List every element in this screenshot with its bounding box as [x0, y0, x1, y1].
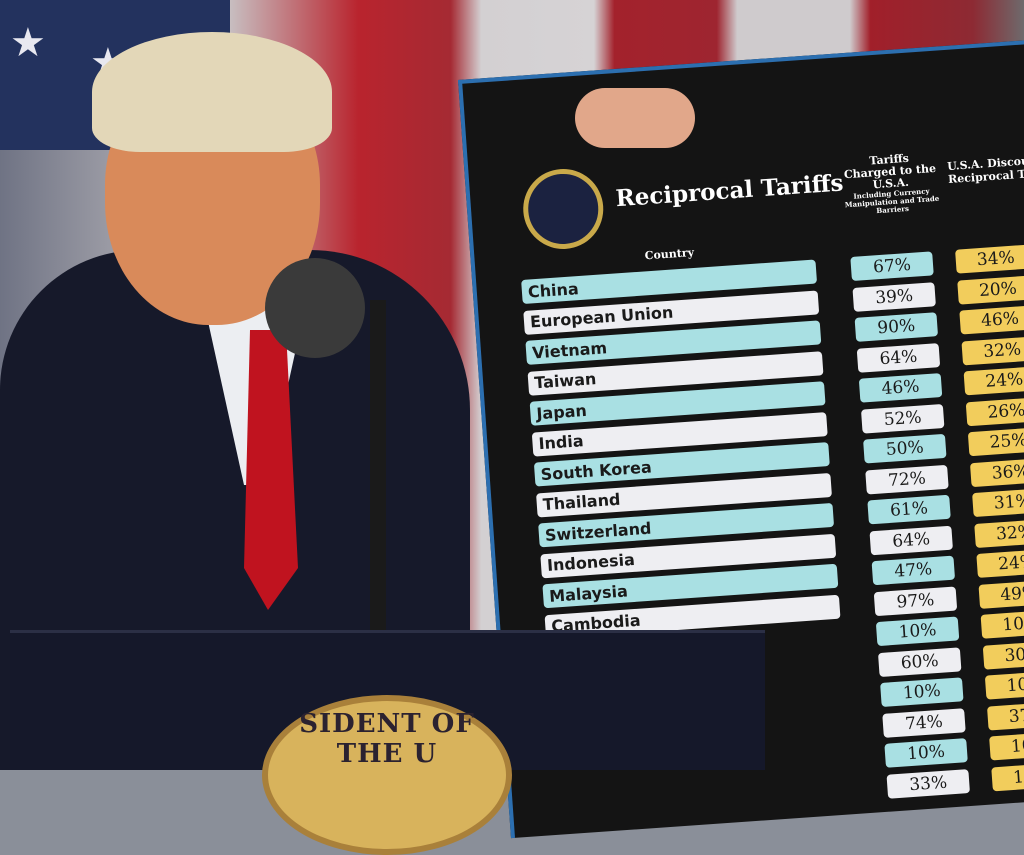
discounted-tariff-value: 17%: [991, 761, 1024, 791]
charged-tariff-value: 67%: [850, 251, 934, 282]
charged-tariff-value: 52%: [860, 403, 945, 434]
board-title: Reciprocal Tariffs: [614, 169, 845, 213]
discounted-tariff-value: 46%: [959, 305, 1024, 335]
charged-tariff-value: 61%: [867, 494, 951, 525]
charged-tariff-value: 90%: [854, 312, 939, 342]
microphone-stand: [370, 300, 386, 640]
charged-tariff-value: 50%: [863, 433, 947, 464]
discounted-tariff-value: 37%: [986, 700, 1024, 731]
charged-header: Tariffs Charged to the U.S.A. Including …: [841, 151, 940, 217]
charged-header-text: Tariffs Charged to the U.S.A.: [843, 151, 937, 192]
charged-tariff-value: 60%: [877, 646, 962, 677]
charged-tariff-value: 46%: [858, 373, 943, 403]
country-header: Country: [644, 245, 695, 263]
charged-tariff-value: 47%: [871, 555, 956, 586]
discounted-tariff-value: 10%: [980, 609, 1024, 639]
charged-tariff-value: 10%: [880, 677, 964, 707]
discounted-tariff-value: 30%: [982, 639, 1024, 670]
podium-seal: SIDENT OF THE U: [262, 695, 512, 855]
charged-tariff-value: 10%: [884, 738, 968, 768]
discounted-tariff-value: 24%: [963, 365, 1024, 396]
hand-holding-board: [575, 88, 695, 148]
discounted-tariff-value: 10%: [989, 730, 1024, 761]
discounted-tariff-value: 32%: [961, 335, 1024, 365]
charged-tariff-value: 64%: [856, 342, 941, 373]
discounted-tariff-value: 26%: [965, 396, 1024, 426]
discounted-tariff-value: 10%: [984, 670, 1024, 700]
charged-tariff-value: 64%: [869, 525, 953, 555]
discounted-header: U.S.A. Discounted Reciprocal Tariffs: [946, 152, 1024, 187]
charged-tariff-value: 39%: [852, 281, 936, 312]
discounted-tariff-value: 31%: [972, 487, 1024, 518]
discounted-tariff-value: 25%: [967, 426, 1024, 457]
discounted-tariff-value: 24%: [976, 548, 1024, 578]
discounted-tariff-value: 20%: [957, 274, 1024, 305]
charged-tariff-value: 97%: [873, 586, 958, 616]
presidential-seal-icon: [520, 166, 606, 252]
charged-tariff-value: 33%: [886, 768, 970, 799]
star-icon: ★: [10, 20, 46, 66]
charged-tariff-value: 72%: [865, 464, 949, 494]
charged-subheader: Including Currency Manipulation and Trad…: [844, 186, 940, 215]
charged-tariff-value: 10%: [875, 616, 960, 647]
discounted-tariff-value: 36%: [969, 457, 1024, 487]
speaker-hair: [92, 32, 332, 152]
microphone: [265, 258, 365, 358]
discounted-tariff-value: 34%: [955, 244, 1024, 274]
discounted-tariff-value: 32%: [974, 517, 1024, 548]
discounted-tariff-value: 49%: [978, 578, 1024, 609]
charged-tariff-value: 74%: [882, 707, 966, 738]
